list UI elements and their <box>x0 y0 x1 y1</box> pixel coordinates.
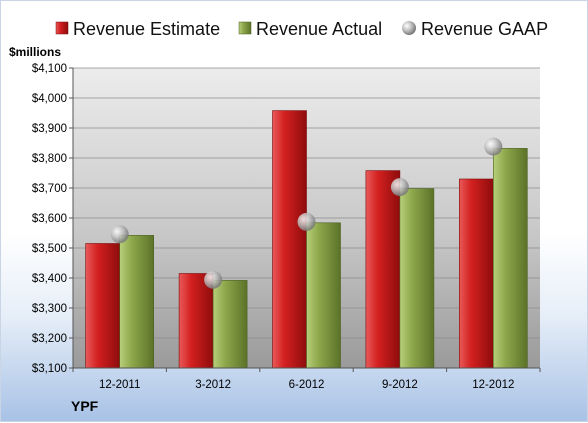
x-axis-ticks: 12-2011 3-2012 6-2012 9-2012 12-2012 <box>72 368 541 391</box>
legend-label-actual: Revenue Actual <box>256 19 382 39</box>
estimate-bar <box>272 110 307 369</box>
estimate-bar <box>85 243 120 369</box>
legend-item-estimate: Revenue Estimate <box>55 19 220 39</box>
x-tick-label: 6-2012 <box>289 379 325 391</box>
y-tick-label: $3,300 <box>32 303 67 315</box>
actual-bar <box>306 222 341 369</box>
legend: Revenue Estimate Revenue Actual Revenue … <box>55 19 548 39</box>
estimate-bar <box>178 273 214 369</box>
gaap-marker <box>204 270 223 289</box>
legend-item-actual: Revenue Actual <box>238 19 382 39</box>
y-axis-ticks: $3,100 $3,200 $3,300 $3,400 $3,500 $3,600 $3,7… <box>32 63 73 375</box>
legend-label-gaap: Revenue GAAP <box>421 19 548 39</box>
legend-swatch-gaap <box>402 21 416 35</box>
actual-bar <box>212 280 248 369</box>
legend-swatch-estimate <box>55 21 69 35</box>
ticker-label: YPF <box>71 398 99 414</box>
legend-item-gaap: Revenue GAAP <box>402 19 548 39</box>
x-tick-label: 3-2012 <box>195 379 231 391</box>
gaap-marker <box>110 225 129 244</box>
y-tick-label: $3,200 <box>32 333 67 345</box>
y-tick-label: $4,100 <box>32 63 67 75</box>
estimate-bar <box>365 170 401 369</box>
y-tick-label: $3,500 <box>32 243 67 255</box>
bars <box>85 110 528 369</box>
gaap-markers <box>110 137 503 289</box>
y-tick-label: $3,100 <box>32 363 67 375</box>
gaap-marker <box>297 212 316 231</box>
y-tick-label: $4,000 <box>32 93 67 105</box>
actual-bar <box>399 188 435 369</box>
actual-bar <box>119 235 154 369</box>
legend-swatch-actual <box>238 21 252 35</box>
actual-bar <box>492 148 528 369</box>
x-tick-label: 12-2012 <box>472 379 514 391</box>
estimate-bar <box>458 178 494 369</box>
gaap-marker <box>390 178 409 197</box>
y-tick-label: $3,800 <box>32 153 67 165</box>
y-tick-label: $3,400 <box>32 273 67 285</box>
x-tick-label: 12-2011 <box>99 379 140 391</box>
x-tick-label: 9-2012 <box>382 379 418 391</box>
legend-label-estimate: Revenue Estimate <box>73 19 220 39</box>
unit-label: $millions <box>9 45 61 59</box>
y-tick-label: $3,700 <box>32 183 67 195</box>
gaap-marker <box>484 137 503 156</box>
y-tick-label: $3,600 <box>32 213 67 225</box>
y-tick-label: $3,900 <box>32 123 67 135</box>
